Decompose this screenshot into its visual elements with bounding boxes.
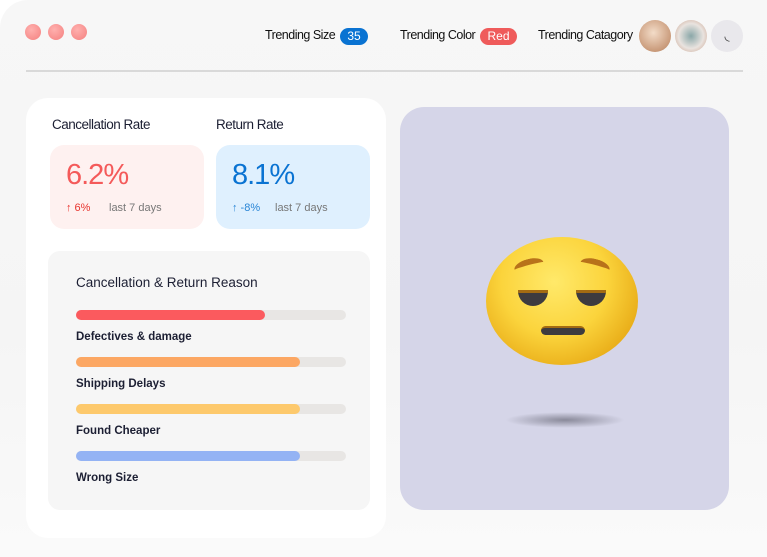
reason-progress-bar	[76, 310, 346, 320]
trending-size-label: Trending Size	[265, 28, 336, 42]
window-minimize-button[interactable]	[48, 24, 64, 40]
window-maximize-button[interactable]	[71, 24, 87, 40]
mouth	[541, 326, 585, 335]
illustration-panel	[400, 107, 729, 510]
reason-label: Shipping Delays	[76, 378, 166, 390]
reason-progress-fill	[76, 310, 265, 320]
category-thumbnail-2[interactable]	[675, 20, 707, 52]
pensive-face-icon	[486, 237, 638, 365]
reason-progress-bar	[76, 404, 346, 414]
right-brow	[578, 255, 612, 277]
reason-progress-fill	[76, 357, 301, 367]
emoji-shadow	[505, 412, 625, 428]
reasons-card: Cancellation & Return Reason Defectives …	[48, 251, 370, 510]
reason-progress-fill	[76, 451, 301, 461]
reason-label: Defectives & damage	[76, 331, 192, 343]
return-rate-label: Return Rate	[216, 117, 284, 132]
cancellation-rate-value: 6.2%	[66, 159, 129, 191]
trending-size-badge: 35	[340, 28, 368, 45]
return-rate-delta: ↑ -8%	[232, 202, 261, 214]
reason-progress-bar	[76, 451, 346, 461]
category-thumbnail-3[interactable]: ◟	[711, 20, 743, 52]
return-rate-period: last 7 days	[275, 202, 328, 214]
trending-category-label: Trending Catagory	[538, 28, 633, 42]
cancellation-rate-label: Cancellation Rate	[52, 117, 151, 132]
reason-progress-fill	[76, 404, 301, 414]
left-eye	[518, 290, 548, 306]
left-brow	[512, 255, 546, 277]
header-divider	[26, 70, 743, 72]
trending-color-badge: Red	[480, 28, 517, 45]
cancellation-rate-card: 6.2% ↑ 6% last 7 days	[50, 145, 204, 229]
category-thumbnail-1[interactable]	[639, 20, 671, 52]
return-rate-card: 8.1% ↑ -8% last 7 days	[216, 145, 370, 229]
window-close-button[interactable]	[25, 24, 41, 40]
trending-color-label: Trending Color	[400, 28, 476, 42]
reason-label: Found Cheaper	[76, 425, 161, 437]
reason-progress-bar	[76, 357, 346, 367]
cancellation-rate-delta: ↑ 6%	[66, 202, 91, 214]
reasons-title: Cancellation & Return Reason	[76, 275, 258, 290]
right-eye	[576, 290, 606, 306]
return-rate-value: 8.1%	[232, 159, 295, 191]
reason-label: Wrong Size	[76, 472, 139, 484]
cancellation-rate-period: last 7 days	[109, 202, 162, 214]
